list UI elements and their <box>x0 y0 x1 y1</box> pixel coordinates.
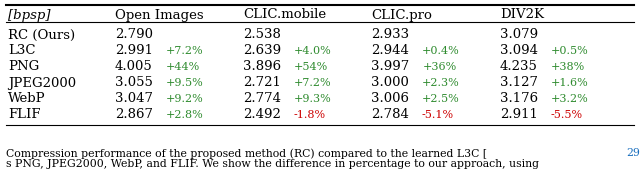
Text: +3.2%: +3.2% <box>551 94 589 104</box>
Text: DIV2K: DIV2K <box>500 8 544 21</box>
Text: +36%: +36% <box>422 62 456 72</box>
Text: +2.3%: +2.3% <box>422 78 460 88</box>
Text: +2.5%: +2.5% <box>422 94 460 104</box>
Text: -1.8%: -1.8% <box>294 110 326 120</box>
Text: 3.047: 3.047 <box>115 93 153 105</box>
Text: CLIC.mobile: CLIC.mobile <box>243 8 326 21</box>
Text: +9.3%: +9.3% <box>294 94 332 104</box>
Text: 2.639: 2.639 <box>243 45 281 58</box>
Text: 2.933: 2.933 <box>371 29 409 42</box>
Text: s PNG, JPEG2000, WebP, and FLIF. We show the difference in percentage to our app: s PNG, JPEG2000, WebP, and FLIF. We show… <box>6 159 543 169</box>
Text: [bpsp]: [bpsp] <box>8 8 51 21</box>
Text: 3.079: 3.079 <box>500 29 538 42</box>
Text: 2.492: 2.492 <box>243 108 281 121</box>
Text: L3C: L3C <box>8 45 35 58</box>
Text: +9.2%: +9.2% <box>166 94 204 104</box>
Text: 3.127: 3.127 <box>500 77 538 90</box>
Text: Open Images: Open Images <box>115 8 204 21</box>
Text: +38%: +38% <box>551 62 585 72</box>
Text: Compression performance of the proposed method (RC) compared to the learned L3C : Compression performance of the proposed … <box>6 148 487 159</box>
Text: 2.790: 2.790 <box>115 29 153 42</box>
Text: 3.000: 3.000 <box>371 77 409 90</box>
Text: 2.944: 2.944 <box>371 45 409 58</box>
Text: JPEG2000: JPEG2000 <box>8 77 76 90</box>
Text: 3.176: 3.176 <box>500 93 538 105</box>
Text: 2.721: 2.721 <box>243 77 281 90</box>
Text: +54%: +54% <box>294 62 328 72</box>
Text: 4.005: 4.005 <box>115 61 153 74</box>
Text: 2.991: 2.991 <box>115 45 153 58</box>
Text: 2.538: 2.538 <box>243 29 281 42</box>
Text: 2.774: 2.774 <box>243 93 281 105</box>
Text: 2.867: 2.867 <box>115 108 153 121</box>
Text: +0.4%: +0.4% <box>422 46 460 56</box>
Text: +2.8%: +2.8% <box>166 110 204 120</box>
Text: WebP: WebP <box>8 93 45 105</box>
Text: 3.997: 3.997 <box>371 61 409 74</box>
Text: RC (Ours): RC (Ours) <box>8 29 75 42</box>
Text: -5.5%: -5.5% <box>551 110 583 120</box>
Text: 4.235: 4.235 <box>500 61 538 74</box>
Text: 29: 29 <box>627 148 640 158</box>
Text: 2.784: 2.784 <box>371 108 409 121</box>
Text: +1.6%: +1.6% <box>551 78 589 88</box>
Text: 3.006: 3.006 <box>371 93 409 105</box>
Text: +44%: +44% <box>166 62 200 72</box>
Text: CLIC.pro: CLIC.pro <box>371 8 432 21</box>
Text: FLIF: FLIF <box>8 108 40 121</box>
Text: 3.094: 3.094 <box>500 45 538 58</box>
Text: 3.055: 3.055 <box>115 77 153 90</box>
Text: +7.2%: +7.2% <box>166 46 204 56</box>
Text: PNG: PNG <box>8 61 39 74</box>
Text: +7.2%: +7.2% <box>294 78 332 88</box>
Text: +9.5%: +9.5% <box>166 78 204 88</box>
Text: 3.896: 3.896 <box>243 61 281 74</box>
Text: +4.0%: +4.0% <box>294 46 332 56</box>
Text: +0.5%: +0.5% <box>551 46 589 56</box>
Text: 2.911: 2.911 <box>500 108 538 121</box>
Text: -5.1%: -5.1% <box>422 110 454 120</box>
